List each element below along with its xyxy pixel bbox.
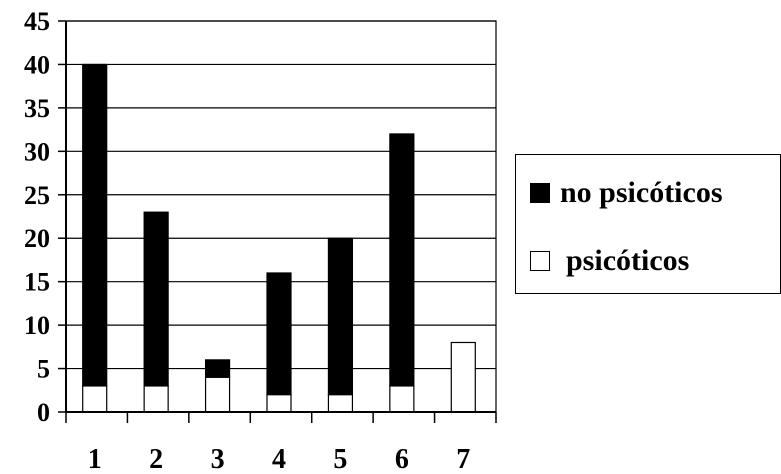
bar-psicoticos-2 [143,385,169,413]
bar-no-psicoticos-4 [266,272,292,396]
y-tick-label-15: 15 [24,268,50,297]
bar-psicoticos-7 [450,341,476,413]
x-tick-label-7: 7 [456,444,470,474]
legend-swatch-no-psicoticos [530,183,550,203]
legend-item-no-psicoticos: no psicóticos [530,175,723,211]
legend-label-no-psicoticos: no psicóticos [560,176,723,209]
y-tick-label-5: 5 [37,355,50,384]
bar-psicoticos-4 [266,394,292,413]
x-tick-label-4: 4 [272,444,286,474]
y-tick-label-45: 45 [24,7,50,36]
bar-psicoticos-6 [389,385,415,413]
legend-swatch-psicoticos [530,251,550,271]
legend-item-psicoticos: psicóticos [530,243,689,279]
y-tick-label-10: 10 [24,311,50,340]
bar-no-psicoticos-3 [204,359,231,378]
x-tick-label-3: 3 [211,444,225,474]
x-tick-label-1: 1 [88,444,102,474]
x-tick-label-5: 5 [333,444,347,474]
bar-no-psicoticos-1 [82,63,108,387]
bar-no-psicoticos-2 [143,211,169,387]
bar-psicoticos-1 [82,385,108,413]
y-tick-label-35: 35 [24,94,50,123]
y-tick-label-25: 25 [24,181,50,210]
y-tick-label-20: 20 [24,224,50,253]
axes [58,20,497,423]
y-tick-label-30: 30 [24,137,50,166]
bar-psicoticos-5 [327,394,354,413]
y-tick-label-40: 40 [24,50,50,79]
bars [82,63,476,413]
legend-label-psicoticos: psicóticos [566,244,690,277]
x-tick-label-6: 6 [395,444,409,474]
x-tick-label-2: 2 [149,444,163,474]
bar-psicoticos-3 [204,376,231,413]
legend: no psicóticos psicóticos [515,154,781,294]
y-tick-label-0: 0 [37,398,50,427]
bar-no-psicoticos-5 [327,237,354,396]
bar-no-psicoticos-6 [389,133,415,387]
x-tick-labels: 1 2 3 4 5 6 7 [88,444,471,474]
y-tick-labels: 0 5 10 15 20 25 30 35 40 45 [24,7,50,427]
